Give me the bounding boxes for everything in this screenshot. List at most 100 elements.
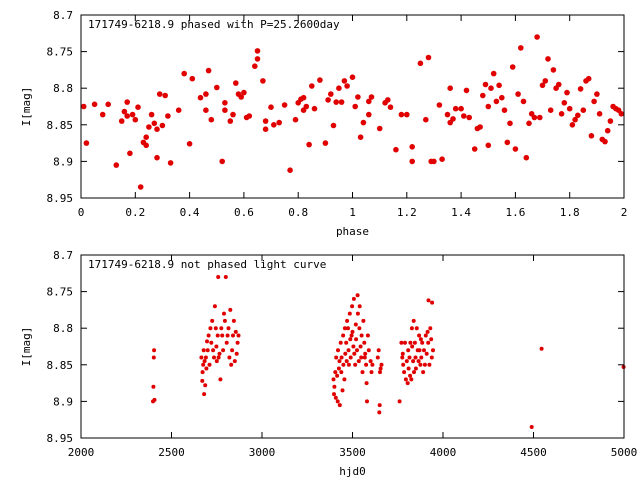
unphased-data-point [228, 307, 233, 312]
unphased-data-point [336, 366, 341, 371]
unphased-data-point [221, 348, 226, 353]
unphased-data-point [227, 355, 232, 360]
phased-data-point [404, 111, 410, 118]
unphased-data-point [416, 359, 421, 364]
phased-data-point [545, 56, 551, 62]
unphased-data-point [200, 378, 205, 383]
unphased-data-point [429, 355, 434, 360]
phased-data-point [602, 138, 608, 145]
unphased-data-point [420, 340, 425, 345]
phased-data-point [336, 85, 342, 91]
phased-x-tick-label: 1.4 [451, 206, 471, 219]
phased-data-point [306, 141, 312, 148]
phased-data-point [488, 85, 494, 91]
phased-x-tick-label: 1 [349, 206, 356, 219]
unphased-y-tick-label: 8.85 [47, 359, 74, 372]
unphased-data-point [376, 348, 381, 353]
phased-data-point [83, 140, 90, 146]
unphased-x-ticks: 2000 2500 3000 3500 4000 4500 5000 [68, 255, 638, 459]
unphased-data-point [401, 362, 406, 367]
phased-data-point [504, 139, 511, 146]
unphased-y-tick-label: 8.75 [47, 286, 74, 299]
phased-data-point [618, 111, 625, 117]
phased-data-point [330, 122, 337, 129]
unphased-data-point [379, 362, 384, 367]
unphased-data-point [357, 304, 362, 309]
phased-data-point [352, 103, 359, 110]
unphased-data-point [417, 348, 422, 353]
phased-x-axis-label: phase [336, 225, 369, 238]
unphased-data-point [362, 355, 367, 360]
unphased-data-point [350, 304, 355, 309]
unphased-plot-title: 171749-6218.9 not phased light curve [88, 258, 326, 271]
phased-plot-title: 171749-6218.9 phased with P=25.2600day [88, 18, 340, 31]
unphased-data-point [218, 377, 223, 382]
phased-data-point [105, 101, 111, 108]
phased-data-point [99, 111, 106, 118]
unphased-data-point [337, 359, 342, 364]
phased-data-point [233, 80, 239, 86]
phased-data-point [262, 126, 269, 132]
unphased-y-tick-label: 8.9 [53, 395, 73, 408]
unphased-data-point [362, 340, 367, 345]
unphased-data-point [219, 326, 224, 331]
phased-data-point [550, 67, 557, 73]
phased-data-point [355, 94, 361, 100]
unphased-data-point [216, 275, 221, 279]
phased-data-point [376, 125, 383, 132]
unphased-data-point [354, 337, 359, 342]
unphased-data-point [335, 399, 340, 404]
unphased-data-point [404, 359, 409, 364]
unphased-x-tick-label: 5000 [611, 446, 638, 459]
phased-data-point [271, 122, 277, 128]
phased-data-point [303, 103, 310, 110]
phased-x-tick-label: 0.6 [234, 206, 254, 219]
unphased-data-point [402, 370, 407, 375]
unphased-x-axis-label: hjd0 [339, 465, 366, 478]
unphased-data-point [231, 318, 236, 323]
phased-data-point [203, 107, 209, 113]
unphased-data-point [236, 333, 241, 338]
phased-y-tick-label: 8.95 [47, 192, 74, 205]
unphased-data-point [152, 348, 157, 353]
phased-y-axis-label: I[mag] [20, 87, 33, 127]
phased-data-point [113, 162, 120, 168]
unphased-data-point [412, 340, 417, 345]
phased-data-point [490, 70, 497, 77]
unphased-x-tick-label: 4500 [520, 446, 547, 459]
phased-data-point [154, 126, 160, 132]
unphased-data-point [214, 344, 219, 349]
phased-plot: 0 0.2 0.4 0.6 0.8 1 1.2 1.4 1.6 1.8 2 8.78.758.88.… [20, 9, 627, 238]
unphased-data-point [199, 355, 204, 360]
unphased-data-point [201, 348, 206, 353]
unphased-data-point [353, 362, 358, 367]
unphased-data-point [232, 359, 237, 364]
unphased-data-point [423, 333, 428, 338]
unphased-y-tick-label: 8.7 [53, 249, 73, 262]
unphased-data-point [418, 337, 423, 342]
unphased-data-points [151, 275, 626, 429]
unphased-data-point [539, 346, 544, 351]
phased-data-point [124, 113, 130, 119]
phased-data-point [246, 113, 253, 119]
phased-data-point [452, 105, 459, 112]
unphased-data-point [356, 359, 361, 364]
unphased-data-point [342, 377, 347, 382]
phased-data-point [127, 150, 133, 157]
phased-data-point [444, 111, 451, 118]
unphased-data-point [336, 348, 340, 353]
unphased-data-point [205, 348, 210, 353]
phased-data-point [520, 98, 527, 105]
unphased-data-point [346, 348, 351, 353]
phased-data-point [208, 116, 215, 123]
unphased-data-point [359, 355, 364, 360]
unphased-data-point [403, 377, 408, 382]
phased-data-point [189, 75, 196, 82]
unphased-data-point [344, 359, 349, 364]
unphased-x-tick-label: 4000 [430, 446, 457, 459]
phased-data-point [501, 107, 508, 113]
unphased-data-point [422, 362, 427, 367]
phased-data-point [143, 134, 149, 140]
phased-data-point [344, 83, 350, 89]
